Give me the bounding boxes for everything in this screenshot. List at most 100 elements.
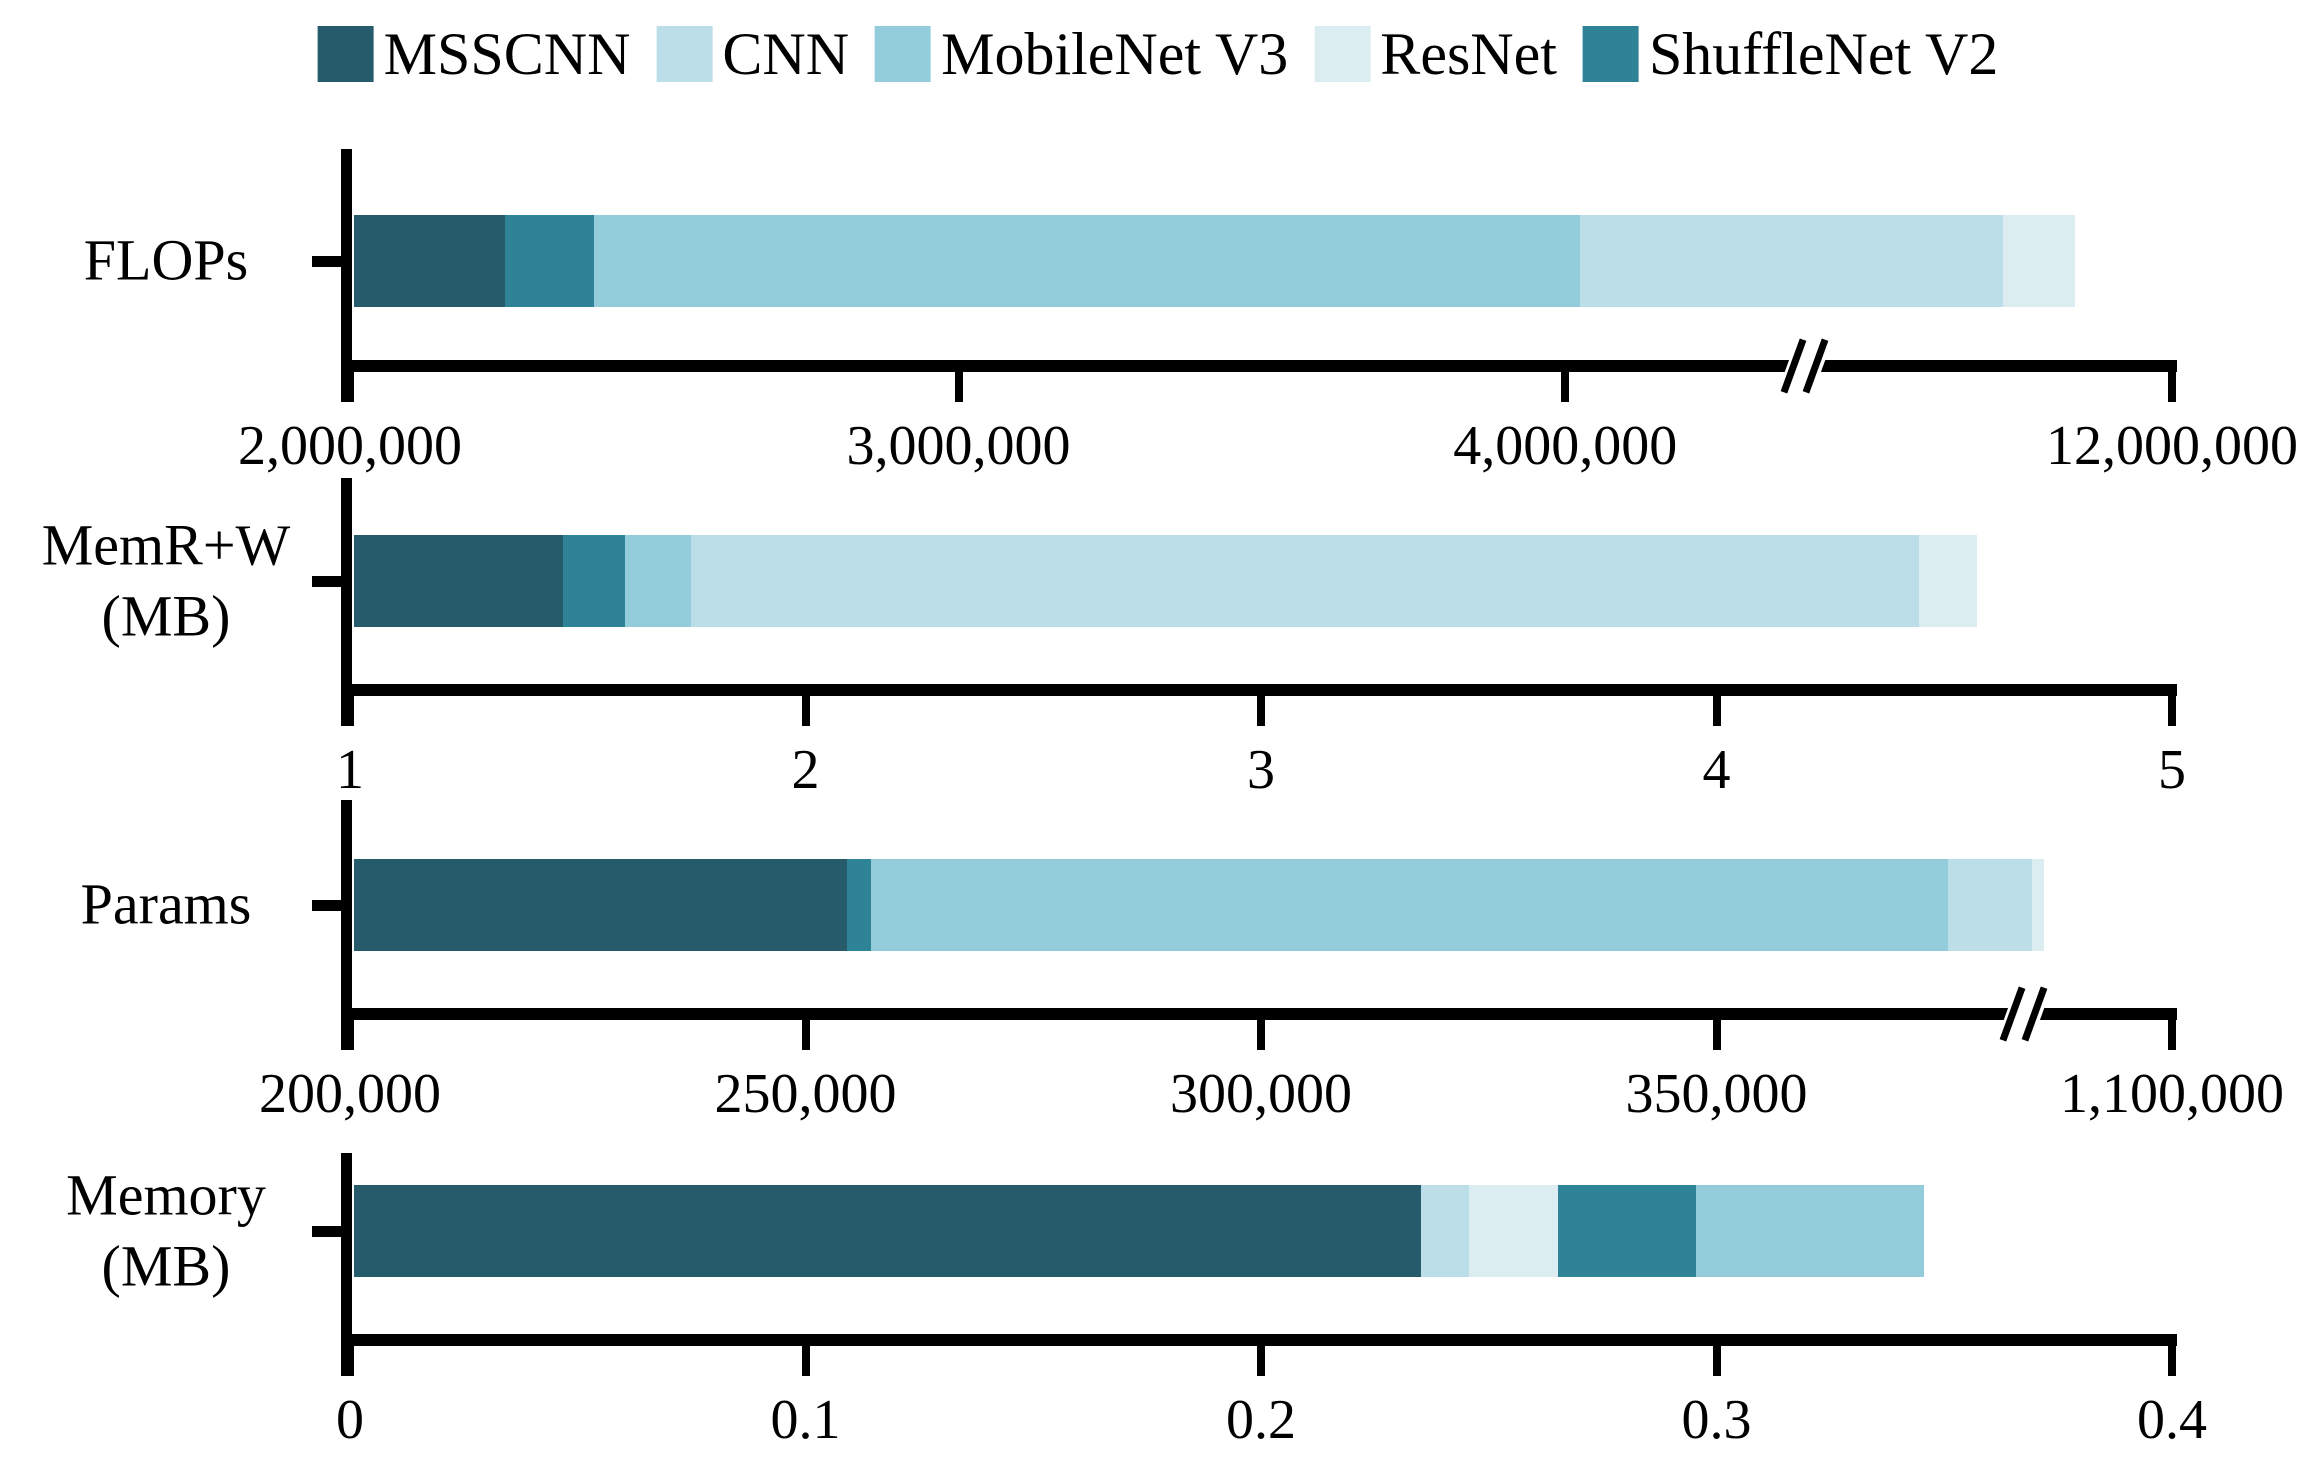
row-label: FLOPs: [0, 226, 332, 297]
axis-tick-label: 1: [336, 739, 364, 801]
axis-break-slash: [2021, 986, 2047, 1042]
category-tick: [312, 576, 350, 587]
axis-tick-label: 5: [2158, 739, 2186, 801]
legend-label: MobileNet V3: [941, 21, 1289, 87]
bar-cnn: [354, 535, 1919, 627]
bar-mobilenet-v3: [354, 215, 1580, 307]
y-axis-line: [341, 478, 352, 726]
row-label-line: (MB): [101, 583, 231, 648]
legend-swatch-resnet: [1314, 26, 1371, 82]
category-tick: [312, 256, 350, 267]
axis-tick: [1712, 690, 1721, 726]
category-tick: [312, 1226, 350, 1237]
y-axis-line: [341, 149, 352, 402]
x-axis-line: [341, 360, 2177, 372]
axis-tick-label: 12,000,000: [2046, 415, 2298, 477]
axis-tick: [801, 690, 810, 726]
axis-tick-label: 0.3: [1681, 1389, 1752, 1451]
legend-swatch-mobilenet-v3: [875, 26, 932, 82]
x-axis-line: [341, 684, 2177, 696]
axis-tick-label: 300,000: [1170, 1063, 1352, 1125]
axis-tick: [2168, 1014, 2176, 1050]
axis-tick: [801, 1014, 810, 1050]
axis-tick-label: 0.2: [1226, 1389, 1296, 1451]
row-label-line: Params: [80, 871, 252, 937]
legend-item: MSSCNN: [317, 24, 630, 84]
axis-tick: [346, 1340, 354, 1376]
axis-tick-label: 1,100,000: [2060, 1063, 2284, 1125]
bar-msscnn: [354, 859, 848, 951]
bar-cnn: [354, 1185, 1469, 1277]
bar-shufflenet-v2: [354, 1185, 1697, 1277]
row-label: Memory (MB): [0, 1160, 332, 1302]
legend-swatch-msscnn: [317, 26, 374, 82]
category-tick: [312, 900, 350, 911]
x-axis-line: [341, 1008, 2177, 1020]
y-axis-line: [341, 1153, 352, 1376]
axis-tick-label: 3,000,000: [846, 415, 1071, 477]
bar-msscnn: [354, 535, 564, 627]
legend-item: MobileNet V3: [875, 24, 1288, 84]
axis-tick-label: 2,000,000: [238, 415, 462, 477]
bar-cnn: [354, 859, 2032, 951]
legend-item: ResNet: [1314, 24, 1557, 84]
axis-tick-label: 2: [791, 739, 820, 801]
bar-cnn: [354, 215, 2003, 307]
legend-item: ShuffleNet V2: [1582, 21, 1999, 87]
axis-break-gap: [2000, 987, 2048, 1041]
row-label-line: FLOPs: [83, 227, 249, 293]
bar-msscnn: [354, 215, 505, 307]
axis-tick-label: 350,000: [1625, 1063, 1808, 1125]
axis-tick: [346, 1014, 354, 1050]
row-label: Params: [0, 870, 332, 941]
axis-tick: [801, 1340, 810, 1376]
axis-tick-label: 0: [336, 1389, 364, 1451]
bar-msscnn: [354, 1185, 1422, 1277]
axis-tick: [1712, 1014, 1721, 1050]
axis-tick-label: 0.4: [2137, 1389, 2207, 1451]
axis-break-gap: [1781, 339, 1829, 393]
row-label-line: (MB): [101, 1233, 231, 1298]
row-label-line: Memory: [66, 1162, 266, 1228]
bar-resnet: [354, 1185, 1558, 1277]
legend-label: ResNet: [1380, 21, 1557, 87]
axis-tick: [2168, 690, 2176, 726]
axis-tick: [1257, 690, 1265, 726]
axis-tick: [1257, 1340, 1265, 1376]
bar-mobilenet-v3: [354, 535, 691, 627]
axis-tick: [346, 366, 354, 402]
legend-item: CNN: [656, 24, 849, 84]
axis-tick: [2168, 366, 2176, 402]
axis-tick-label: 3: [1247, 739, 1275, 801]
axis-tick: [1257, 1014, 1265, 1050]
y-axis-line: [341, 800, 352, 1050]
row-label-line: MemR+W: [41, 512, 291, 578]
axis-tick: [954, 366, 963, 402]
axis-tick: [1561, 366, 1570, 402]
bar-resnet: [354, 535, 1978, 627]
legend-swatch-cnn: [656, 26, 713, 82]
bar-mobilenet-v3: [354, 1185, 1925, 1277]
bar-resnet: [354, 859, 2045, 951]
axis-tick-label: 250,000: [714, 1063, 897, 1125]
axis-tick-label: 0.1: [770, 1389, 841, 1451]
axis-tick-label: 200,000: [259, 1063, 441, 1125]
axis-tick-label: 4,000,000: [1453, 415, 1678, 477]
bar-resnet: [354, 215, 2076, 307]
axis-break-slash: [1999, 986, 2025, 1042]
row-label: MemR+W (MB): [0, 510, 332, 652]
legend-swatch-shufflenet-v2: [1582, 26, 1639, 82]
legend-label: CNN: [722, 21, 850, 87]
x-axis-line: [341, 1334, 2177, 1346]
axis-tick: [1712, 1340, 1721, 1376]
bar-shufflenet-v2: [354, 859, 872, 951]
legend-label: ShuffleNet V2: [1648, 21, 1999, 87]
axis-tick: [2168, 1340, 2176, 1376]
bar-shufflenet-v2: [354, 535, 626, 627]
axis-tick: [346, 690, 354, 726]
